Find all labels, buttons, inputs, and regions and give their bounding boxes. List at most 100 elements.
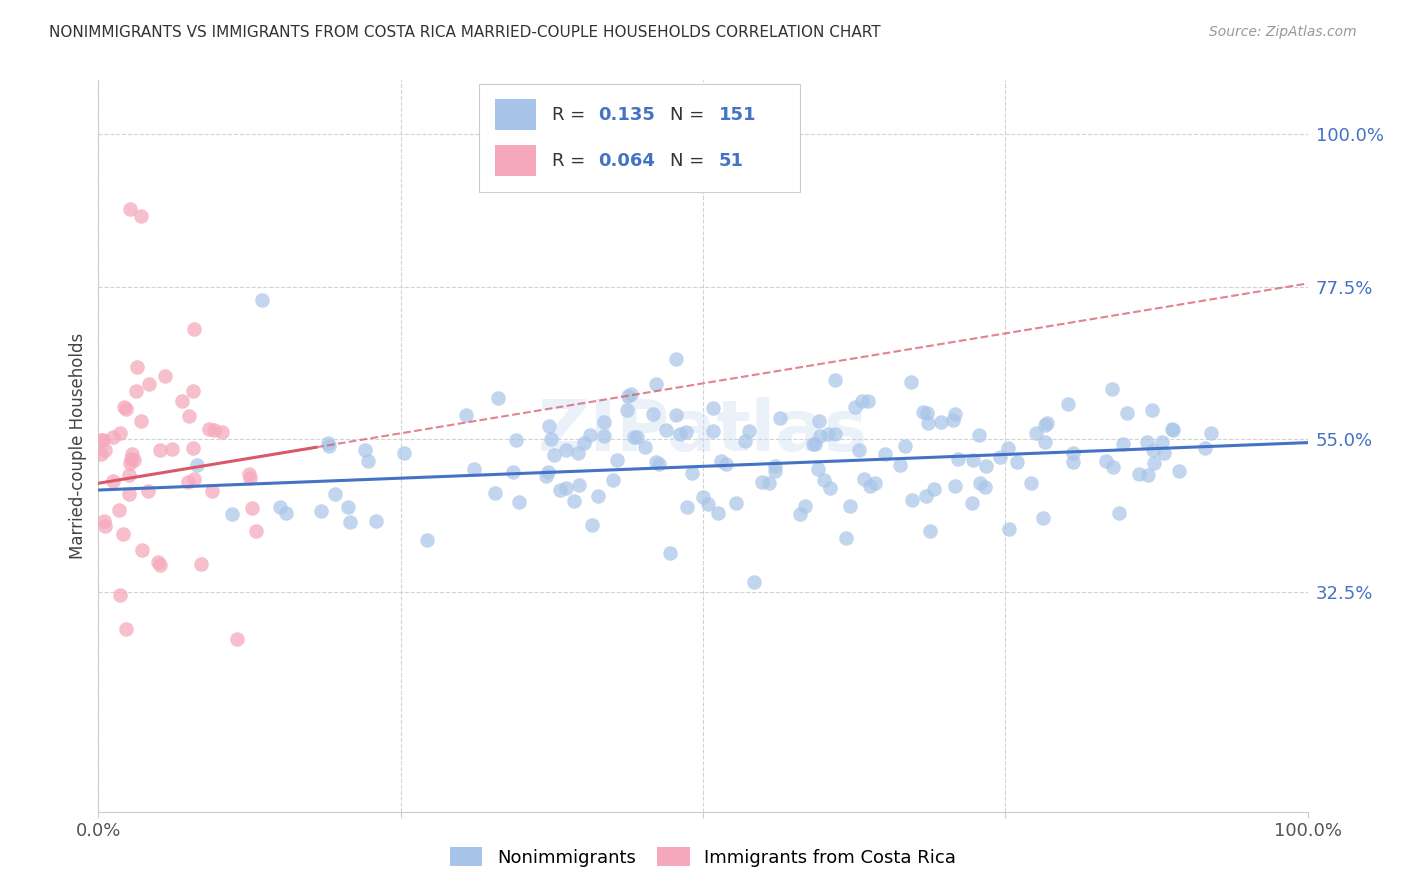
Point xyxy=(681,466,703,480)
Point xyxy=(538,419,561,434)
Point xyxy=(149,442,172,457)
Point xyxy=(763,465,786,479)
Point xyxy=(125,360,148,375)
Point xyxy=(250,293,273,308)
Point xyxy=(676,500,699,514)
Point xyxy=(641,407,664,421)
Point xyxy=(177,475,200,489)
Point xyxy=(502,465,524,479)
Point xyxy=(316,436,339,450)
Point xyxy=(318,439,340,453)
Point xyxy=(181,384,204,398)
Point xyxy=(948,452,970,467)
Point xyxy=(111,526,134,541)
Point xyxy=(122,453,145,467)
Point xyxy=(484,486,506,500)
Point xyxy=(177,409,200,423)
Point xyxy=(93,433,115,447)
Point xyxy=(1142,443,1164,458)
Point xyxy=(543,449,565,463)
Point xyxy=(742,575,765,590)
Point xyxy=(245,524,267,538)
Point xyxy=(240,501,263,516)
Point xyxy=(824,373,846,387)
Point xyxy=(593,429,616,443)
Point xyxy=(114,401,136,416)
Point xyxy=(763,459,786,474)
Point xyxy=(606,452,628,467)
Text: N =: N = xyxy=(671,105,710,124)
Point xyxy=(1025,425,1047,440)
Point xyxy=(568,478,591,492)
Point xyxy=(644,455,666,469)
Text: ZIPatlas: ZIPatlas xyxy=(538,397,868,466)
Point xyxy=(1140,403,1163,417)
Point xyxy=(808,429,831,443)
Point xyxy=(581,518,603,533)
Point xyxy=(801,437,824,451)
Text: Source: ZipAtlas.com: Source: ZipAtlas.com xyxy=(1209,25,1357,39)
Point xyxy=(1101,460,1123,475)
Point xyxy=(889,458,911,472)
Point xyxy=(893,439,915,453)
Point xyxy=(839,499,862,513)
Text: 0.064: 0.064 xyxy=(598,152,655,169)
Point xyxy=(226,632,249,646)
Text: 0.135: 0.135 xyxy=(598,105,655,124)
Point xyxy=(997,442,1019,456)
Point xyxy=(900,493,922,508)
Point xyxy=(620,387,643,401)
Point xyxy=(1035,416,1057,430)
Point xyxy=(806,462,828,476)
Point xyxy=(201,483,224,498)
Point xyxy=(824,427,846,442)
Point xyxy=(198,422,221,436)
Point xyxy=(696,497,718,511)
Point xyxy=(915,406,938,420)
Point xyxy=(131,543,153,558)
Point xyxy=(1094,454,1116,468)
Point xyxy=(737,424,759,438)
Point xyxy=(918,524,941,538)
Point xyxy=(211,425,233,439)
Point xyxy=(1033,417,1056,432)
Point xyxy=(138,377,160,392)
Point xyxy=(1168,464,1191,478)
Point xyxy=(309,503,332,517)
Point xyxy=(716,457,738,471)
Point xyxy=(129,414,152,428)
Point xyxy=(508,495,530,509)
Point xyxy=(844,401,866,415)
Point xyxy=(988,450,1011,464)
Point xyxy=(1032,511,1054,525)
Point xyxy=(586,489,609,503)
Point xyxy=(354,443,377,458)
Point xyxy=(153,368,176,383)
Point xyxy=(659,546,682,560)
Point xyxy=(339,515,361,529)
Point xyxy=(962,453,984,467)
Point xyxy=(851,394,873,409)
Point xyxy=(592,415,614,429)
Point xyxy=(1033,435,1056,450)
Point xyxy=(911,405,934,419)
Point xyxy=(1199,425,1222,440)
Point xyxy=(572,436,595,450)
Point xyxy=(1062,455,1084,469)
Point xyxy=(567,446,589,460)
Point xyxy=(1136,468,1159,483)
Point xyxy=(644,376,666,391)
Point xyxy=(675,425,697,440)
Point xyxy=(960,496,983,510)
Point xyxy=(602,474,624,488)
Text: R =: R = xyxy=(551,105,591,124)
Point xyxy=(974,480,997,494)
Point xyxy=(1128,467,1150,482)
Point xyxy=(578,427,600,442)
Point xyxy=(942,413,965,427)
Point xyxy=(120,456,142,470)
Point xyxy=(769,411,792,425)
Point xyxy=(1019,476,1042,491)
Point xyxy=(115,622,138,636)
Point xyxy=(665,352,688,367)
